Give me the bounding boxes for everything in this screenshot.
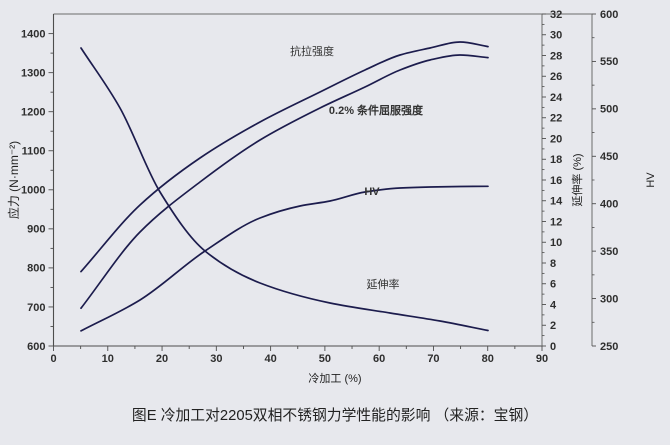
svg-text:50: 50: [319, 353, 331, 365]
svg-text:抗拉强度: 抗拉强度: [290, 44, 334, 58]
svg-text:700: 700: [27, 302, 45, 314]
svg-text:16: 16: [550, 175, 562, 187]
svg-text:18: 18: [550, 154, 562, 166]
svg-text:800: 800: [27, 263, 45, 275]
svg-text:1000: 1000: [21, 185, 45, 197]
svg-text:60: 60: [373, 353, 385, 365]
svg-text:2: 2: [550, 320, 556, 332]
svg-text:300: 300: [600, 293, 618, 305]
svg-text:12: 12: [550, 216, 562, 228]
svg-text:90: 90: [536, 353, 548, 365]
svg-text:0: 0: [550, 341, 556, 353]
svg-text:900: 900: [27, 224, 45, 236]
svg-text:HV: HV: [645, 172, 657, 188]
svg-text:应力 (N·mm⁻²): 应力 (N·mm⁻²): [6, 141, 21, 219]
svg-text:6: 6: [550, 279, 556, 291]
svg-text:26: 26: [550, 71, 562, 83]
svg-text:1200: 1200: [21, 107, 45, 119]
svg-text:0.2% 条件屈服强度: 0.2% 条件屈服强度: [329, 103, 424, 117]
svg-text:22: 22: [550, 113, 562, 125]
svg-text:1100: 1100: [22, 146, 46, 158]
svg-text:冷加工 (%): 冷加工 (%): [308, 372, 361, 385]
svg-text:8: 8: [550, 258, 556, 270]
svg-text:HV: HV: [364, 186, 380, 198]
svg-text:600: 600: [27, 341, 45, 353]
svg-text:14: 14: [550, 196, 563, 208]
svg-text:4: 4: [550, 299, 557, 311]
svg-text:1300: 1300: [21, 67, 45, 79]
svg-text:0: 0: [50, 353, 56, 365]
svg-text:550: 550: [600, 56, 618, 68]
svg-text:延伸率 (%): 延伸率 (%): [570, 153, 584, 206]
svg-text:400: 400: [600, 199, 618, 211]
svg-text:延伸率: 延伸率: [367, 277, 400, 291]
svg-text:32: 32: [550, 9, 562, 21]
svg-text:500: 500: [600, 104, 618, 116]
svg-text:350: 350: [600, 246, 618, 258]
svg-text:40: 40: [264, 353, 276, 365]
svg-text:28: 28: [550, 50, 562, 62]
svg-text:10: 10: [102, 353, 114, 365]
svg-text:600: 600: [600, 9, 618, 21]
svg-text:250: 250: [600, 341, 618, 353]
svg-text:30: 30: [550, 30, 562, 42]
svg-text:24: 24: [550, 92, 563, 104]
svg-text:20: 20: [156, 353, 168, 365]
svg-text:30: 30: [210, 353, 222, 365]
svg-text:20: 20: [550, 133, 562, 145]
svg-text:80: 80: [482, 353, 494, 365]
svg-text:10: 10: [550, 237, 562, 249]
svg-text:70: 70: [427, 353, 439, 365]
svg-text:1400: 1400: [21, 28, 45, 40]
svg-text:450: 450: [600, 151, 618, 163]
